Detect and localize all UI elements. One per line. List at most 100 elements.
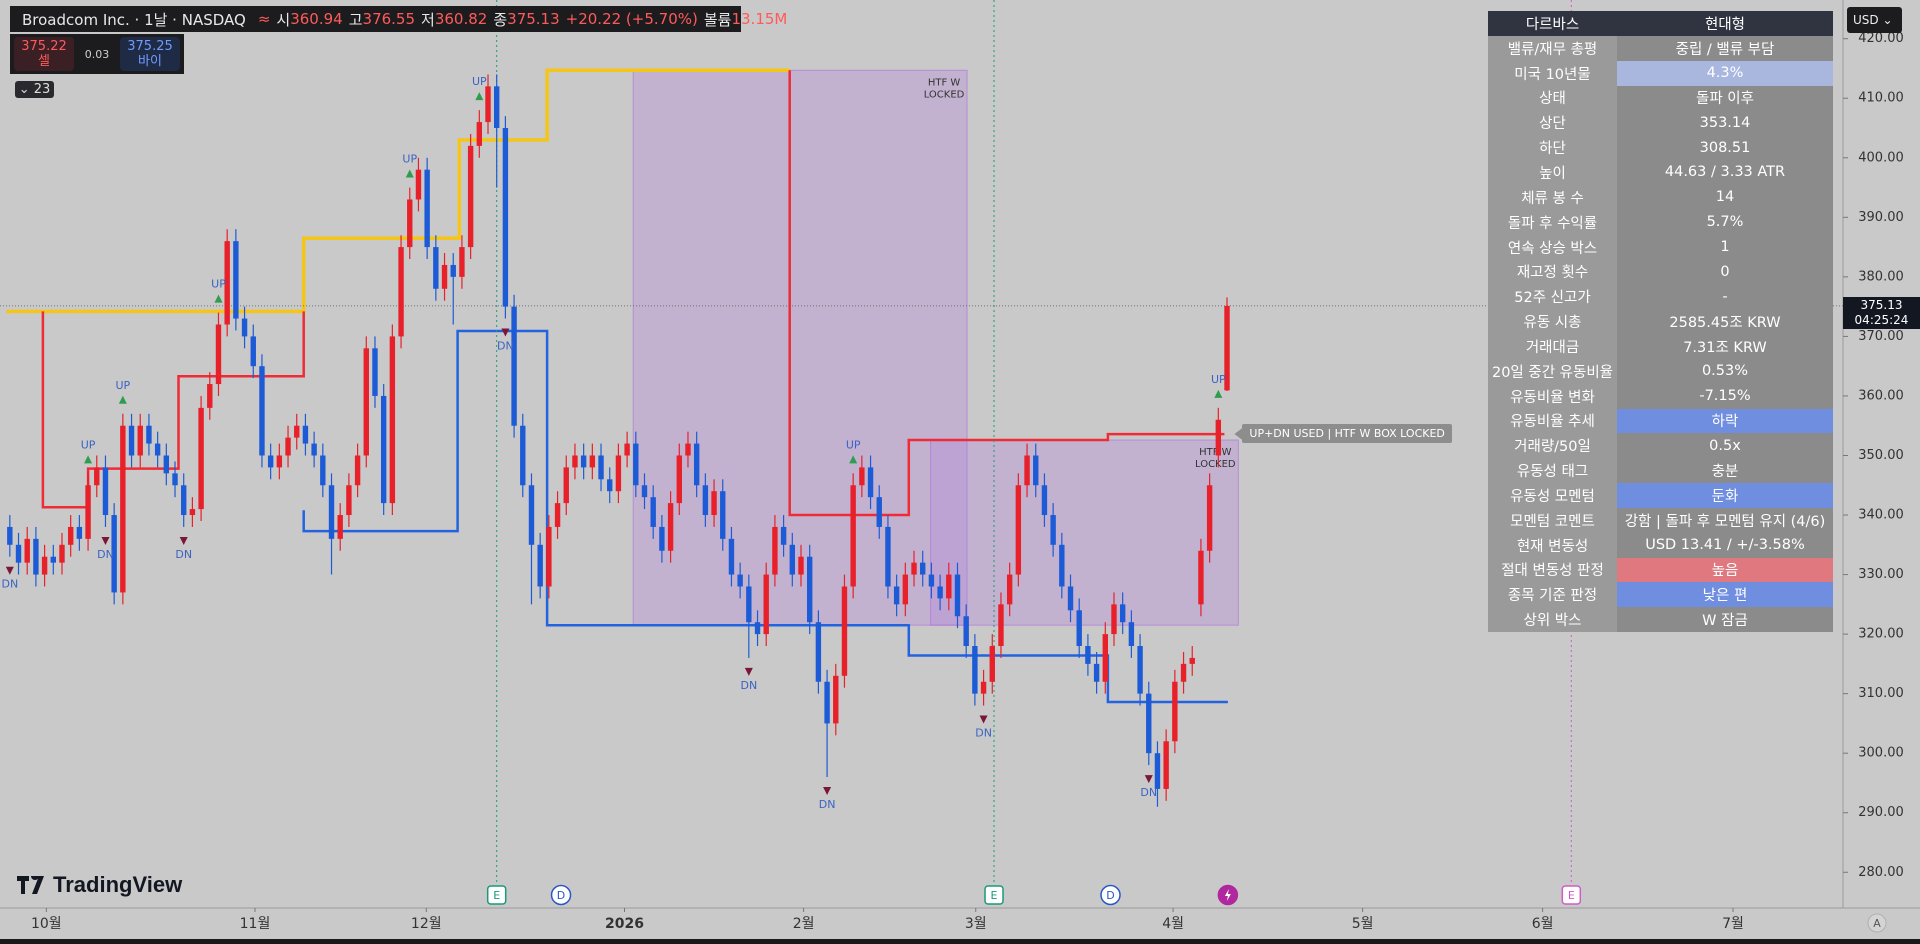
row-label: 돌파 후 수익률 — [1488, 209, 1617, 235]
row-value: USD 13.41 / +/-3.58% — [1617, 532, 1833, 558]
signal-down — [101, 536, 110, 545]
candle-body — [24, 538, 30, 563]
auto-scale-button[interactable] — [1867, 913, 1887, 933]
row-label: 52주 신고가 — [1488, 284, 1617, 310]
currency-label[interactable]: USD — [1853, 13, 1879, 27]
candle-body — [885, 526, 891, 587]
spread: 0.03 — [84, 47, 110, 61]
candle-body — [380, 395, 387, 504]
candle-body — [389, 336, 396, 504]
signal-label: DN — [975, 727, 992, 740]
signal-label: UP — [211, 278, 226, 291]
y-tick-label: 370.00 — [1858, 329, 1904, 344]
candle-body — [1033, 455, 1039, 486]
candle-body — [424, 169, 430, 248]
buy-label[interactable]: 바이 — [138, 54, 162, 69]
candle-body — [1085, 646, 1091, 664]
high-label: 고 — [348, 10, 363, 29]
candle-body — [1111, 604, 1117, 635]
row-value: 낮은 편 — [1617, 582, 1833, 608]
level-line — [41, 70, 1225, 517]
signal-up — [849, 455, 858, 464]
sell-label[interactable]: 셀 — [38, 54, 50, 69]
candle-body — [972, 646, 978, 694]
candle-body — [328, 485, 335, 539]
candle-body — [850, 485, 856, 587]
symbol-title[interactable]: Broadcom Inc. · 1날 · NASDAQ — [22, 10, 246, 29]
box-label: HTF W — [928, 77, 961, 88]
candle-body — [276, 455, 283, 468]
signal-down — [1144, 775, 1153, 784]
candle-body — [163, 455, 170, 474]
currency-button[interactable]: USD ⌄ — [1847, 7, 1902, 33]
candle-body — [667, 503, 674, 551]
buy-button[interactable]: 375.25 바이 — [120, 37, 180, 71]
indicator-count[interactable]: 23 — [33, 82, 51, 97]
candle-body — [1015, 485, 1022, 575]
row-label: 연속 상승 박스 — [1488, 234, 1617, 260]
ask-price[interactable]: 375.25 — [127, 39, 173, 54]
event-icon — [1224, 889, 1231, 901]
sell-button[interactable]: 375.22 셀 — [14, 37, 74, 71]
candle-body — [1172, 681, 1178, 742]
auto-scale-label[interactable]: A — [1873, 917, 1881, 930]
candle-body — [815, 622, 822, 682]
candle-body — [607, 479, 613, 492]
candle-body — [346, 485, 352, 516]
signal-down — [979, 715, 988, 724]
row-value: 7.31조 KRW — [1617, 333, 1833, 359]
table-row: 밸류/재무 총평 중립 / 밸류 부담 — [1488, 35, 1833, 61]
indicator-toggle[interactable]: ⌄ 23 — [15, 81, 54, 98]
volume-label: 볼륨 — [703, 10, 732, 29]
row-value: 강함 | 돌파 후 모멘텀 유지 (4/6) — [1617, 507, 1833, 533]
table-row: 상단 353.14 — [1488, 110, 1833, 136]
candle-body — [650, 497, 656, 527]
row-label: 밸류/재무 총평 — [1488, 35, 1617, 61]
signal-label: DN — [740, 679, 757, 692]
table-row: 재고정 횟수 0 — [1488, 259, 1833, 285]
candle-body — [467, 145, 474, 248]
candle-body — [233, 241, 239, 319]
tradingview-logo: TradingView — [17, 872, 182, 898]
candle-body — [763, 574, 769, 635]
bid-price[interactable]: 375.22 — [21, 39, 67, 54]
row-label: 높이 — [1488, 160, 1617, 185]
candle-body — [737, 574, 743, 587]
table-row: 거래량/50일 0.5x — [1488, 433, 1833, 459]
candle-body — [572, 455, 578, 468]
y-tick-label: 390.00 — [1858, 210, 1904, 225]
low-value: 360.82 — [434, 10, 488, 28]
y-tick-label: 340.00 — [1858, 508, 1904, 523]
row-value: 353.14 — [1617, 110, 1833, 136]
event-badge — [1561, 885, 1582, 905]
candle-body — [311, 443, 317, 456]
candle-body — [589, 455, 596, 468]
candle-body — [1146, 693, 1152, 754]
candle-body — [50, 556, 56, 563]
table-row: 상위 박스 W 잠금 — [1488, 607, 1833, 633]
y-tick-label: 330.00 — [1858, 567, 1904, 582]
candle-body — [1024, 455, 1030, 486]
row-value: 2585.45조 KRW — [1617, 309, 1833, 334]
signal-up — [1214, 389, 1223, 398]
candle-body — [59, 544, 65, 563]
candle-body — [520, 425, 526, 486]
row-label: 상태 — [1488, 85, 1617, 111]
candle-body — [867, 467, 874, 498]
x-tick-label: 6월 — [1532, 916, 1554, 932]
x-tick-label: 5월 — [1352, 916, 1374, 932]
candle-body — [859, 467, 865, 486]
candle-body — [806, 556, 813, 623]
y-tick-label: 290.00 — [1858, 805, 1904, 820]
candle-body — [893, 586, 900, 605]
candle-body — [554, 503, 561, 527]
signal-down — [501, 328, 510, 337]
candle-body — [398, 247, 404, 337]
row-label: 거래대금 — [1488, 333, 1617, 359]
candle-body — [441, 264, 448, 289]
signal-label: UP — [402, 153, 417, 166]
close-value: 375.13 — [507, 10, 560, 28]
candle-body — [250, 336, 256, 367]
candle-body — [67, 526, 74, 545]
